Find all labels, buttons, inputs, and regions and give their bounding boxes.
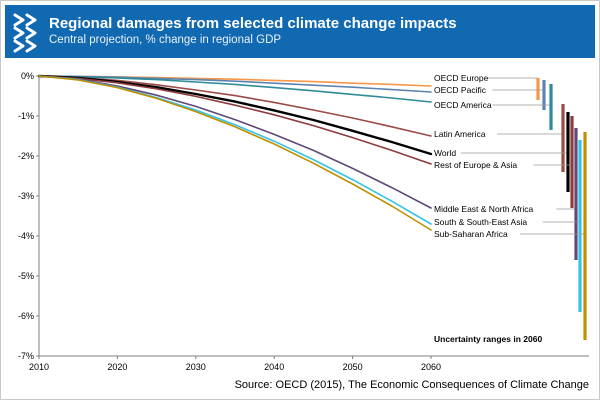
chart-subtitle: Central projection, % change in regional… [49, 34, 282, 47]
uncertainty-ranges-note: Uncertainty ranges in 2060 [434, 334, 542, 344]
chart-area: 0% -1% -2% -3% -4% -5% -6% -7% 2010 2020 2030 2040 2… [1, 58, 599, 373]
series-line-middle-east-north-africa [38, 75, 432, 209]
y-tick-label: -4% [18, 231, 34, 241]
y-tick-label: -2% [18, 151, 34, 161]
series-line-south-south-east-asia [38, 75, 432, 225]
x-tick-label: 2050 [343, 362, 363, 372]
series-line-rest-of-europe-asia [38, 75, 432, 165]
series-label-sub-saharan-africa: Sub-Saharan Africa [434, 229, 508, 239]
y-tick-label: -5% [18, 271, 34, 281]
y-tick-label: -1% [18, 111, 34, 121]
series-label-rest-of-europe-asia: Rest of Europe & Asia [434, 160, 517, 170]
series-label-oecd-america: OECD America [434, 100, 492, 110]
series-label-oecd-europe: OECD Europe [434, 73, 489, 83]
x-tick-label: 2030 [186, 362, 206, 372]
series-line-oecd-america [38, 75, 432, 103]
y-tick-label: -7% [18, 351, 34, 361]
chart-title: Regional damages from selected climate c… [49, 14, 457, 32]
chart-svg: 0% -1% -2% -3% -4% -5% -6% -7%2010 2020 2030 2040 2… [18, 71, 589, 372]
source-note: Source: OECD (2015), The Economic Conseq… [234, 379, 589, 391]
series-label-world: World [434, 148, 456, 158]
oecd-logo [13, 13, 37, 52]
series-label-south-south-east-asia: South & South-East Asia [434, 217, 527, 227]
x-tick-label: 2020 [107, 362, 127, 372]
series-label-oecd-pacific: OECD Pacific [434, 85, 487, 95]
series-line-sub-saharan-africa [38, 75, 432, 231]
y-tick-label: -6% [18, 311, 34, 321]
y-tick-label: -3% [18, 191, 34, 201]
x-tick-label: 2040 [264, 362, 284, 372]
header-titles: Regional damages from selected climate c… [49, 15, 457, 49]
series-label-middle-east-north-africa: Middle East & North Africa [434, 204, 533, 214]
x-tick-label: 2010 [29, 362, 49, 372]
y-tick-label: 0% [21, 71, 34, 81]
series-label-latin-america: Latin America [434, 129, 486, 139]
x-tick-label: 2060 [421, 362, 441, 372]
figure-header: Regional damages from selected climate c… [5, 5, 595, 58]
